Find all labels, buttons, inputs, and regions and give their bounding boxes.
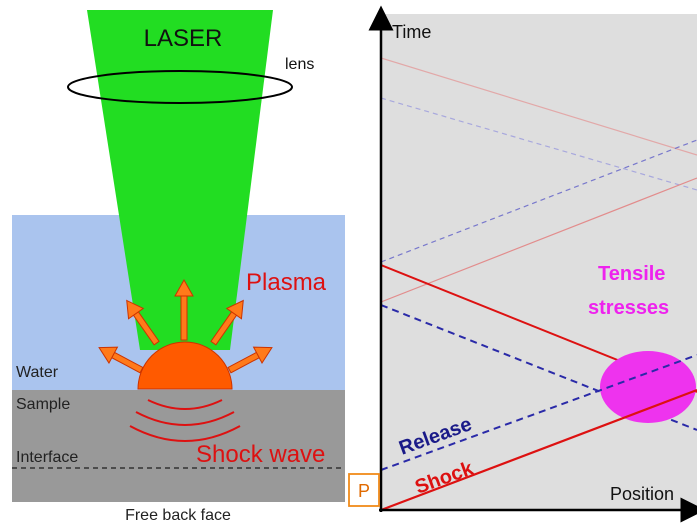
- right-panel: Time Position P Release Shock Tensile st…: [348, 5, 697, 523]
- shock-wave-label: Shock wave: [196, 441, 325, 468]
- release-wave-line: [380, 354, 697, 471]
- water-label: Water: [16, 364, 59, 381]
- laser-label: LASER: [144, 25, 223, 52]
- faint-wave-lines: [380, 57, 697, 303]
- plasma-arrow-left: [98, 346, 144, 374]
- free-back-face-label: Free back face: [125, 507, 231, 524]
- origin-box: [348, 473, 380, 507]
- plasma-arrows: [98, 278, 273, 374]
- left-panel: LASER lens Plasma Water Sample Interface…: [12, 10, 345, 524]
- y-axis-label: Time: [392, 22, 431, 42]
- tensile-label-line2: stresses: [588, 297, 669, 319]
- lens-icon: [67, 70, 293, 104]
- laser-beam: [87, 10, 273, 350]
- release-wave-line-upper: [380, 304, 697, 431]
- interface-label: Interface: [16, 449, 78, 466]
- origin-label: P: [358, 481, 370, 501]
- plasma-arrow-up-left: [126, 299, 160, 346]
- shock-wave-line: [380, 388, 697, 512]
- plasma-label: Plasma: [246, 269, 327, 296]
- x-axis-label: Position: [610, 484, 674, 504]
- tensile-stress-region: [600, 351, 696, 423]
- sample-label: Sample: [16, 396, 70, 413]
- plasma-arrow-up-right: [210, 299, 244, 346]
- plasma-arrow-up: [174, 278, 194, 341]
- diagram-background: [381, 14, 697, 510]
- plasma-arrow-right: [227, 346, 273, 374]
- lens-label: lens: [285, 56, 314, 73]
- shock-wave-arcs: [129, 399, 241, 442]
- tensile-label-line1: Tensile: [598, 263, 665, 285]
